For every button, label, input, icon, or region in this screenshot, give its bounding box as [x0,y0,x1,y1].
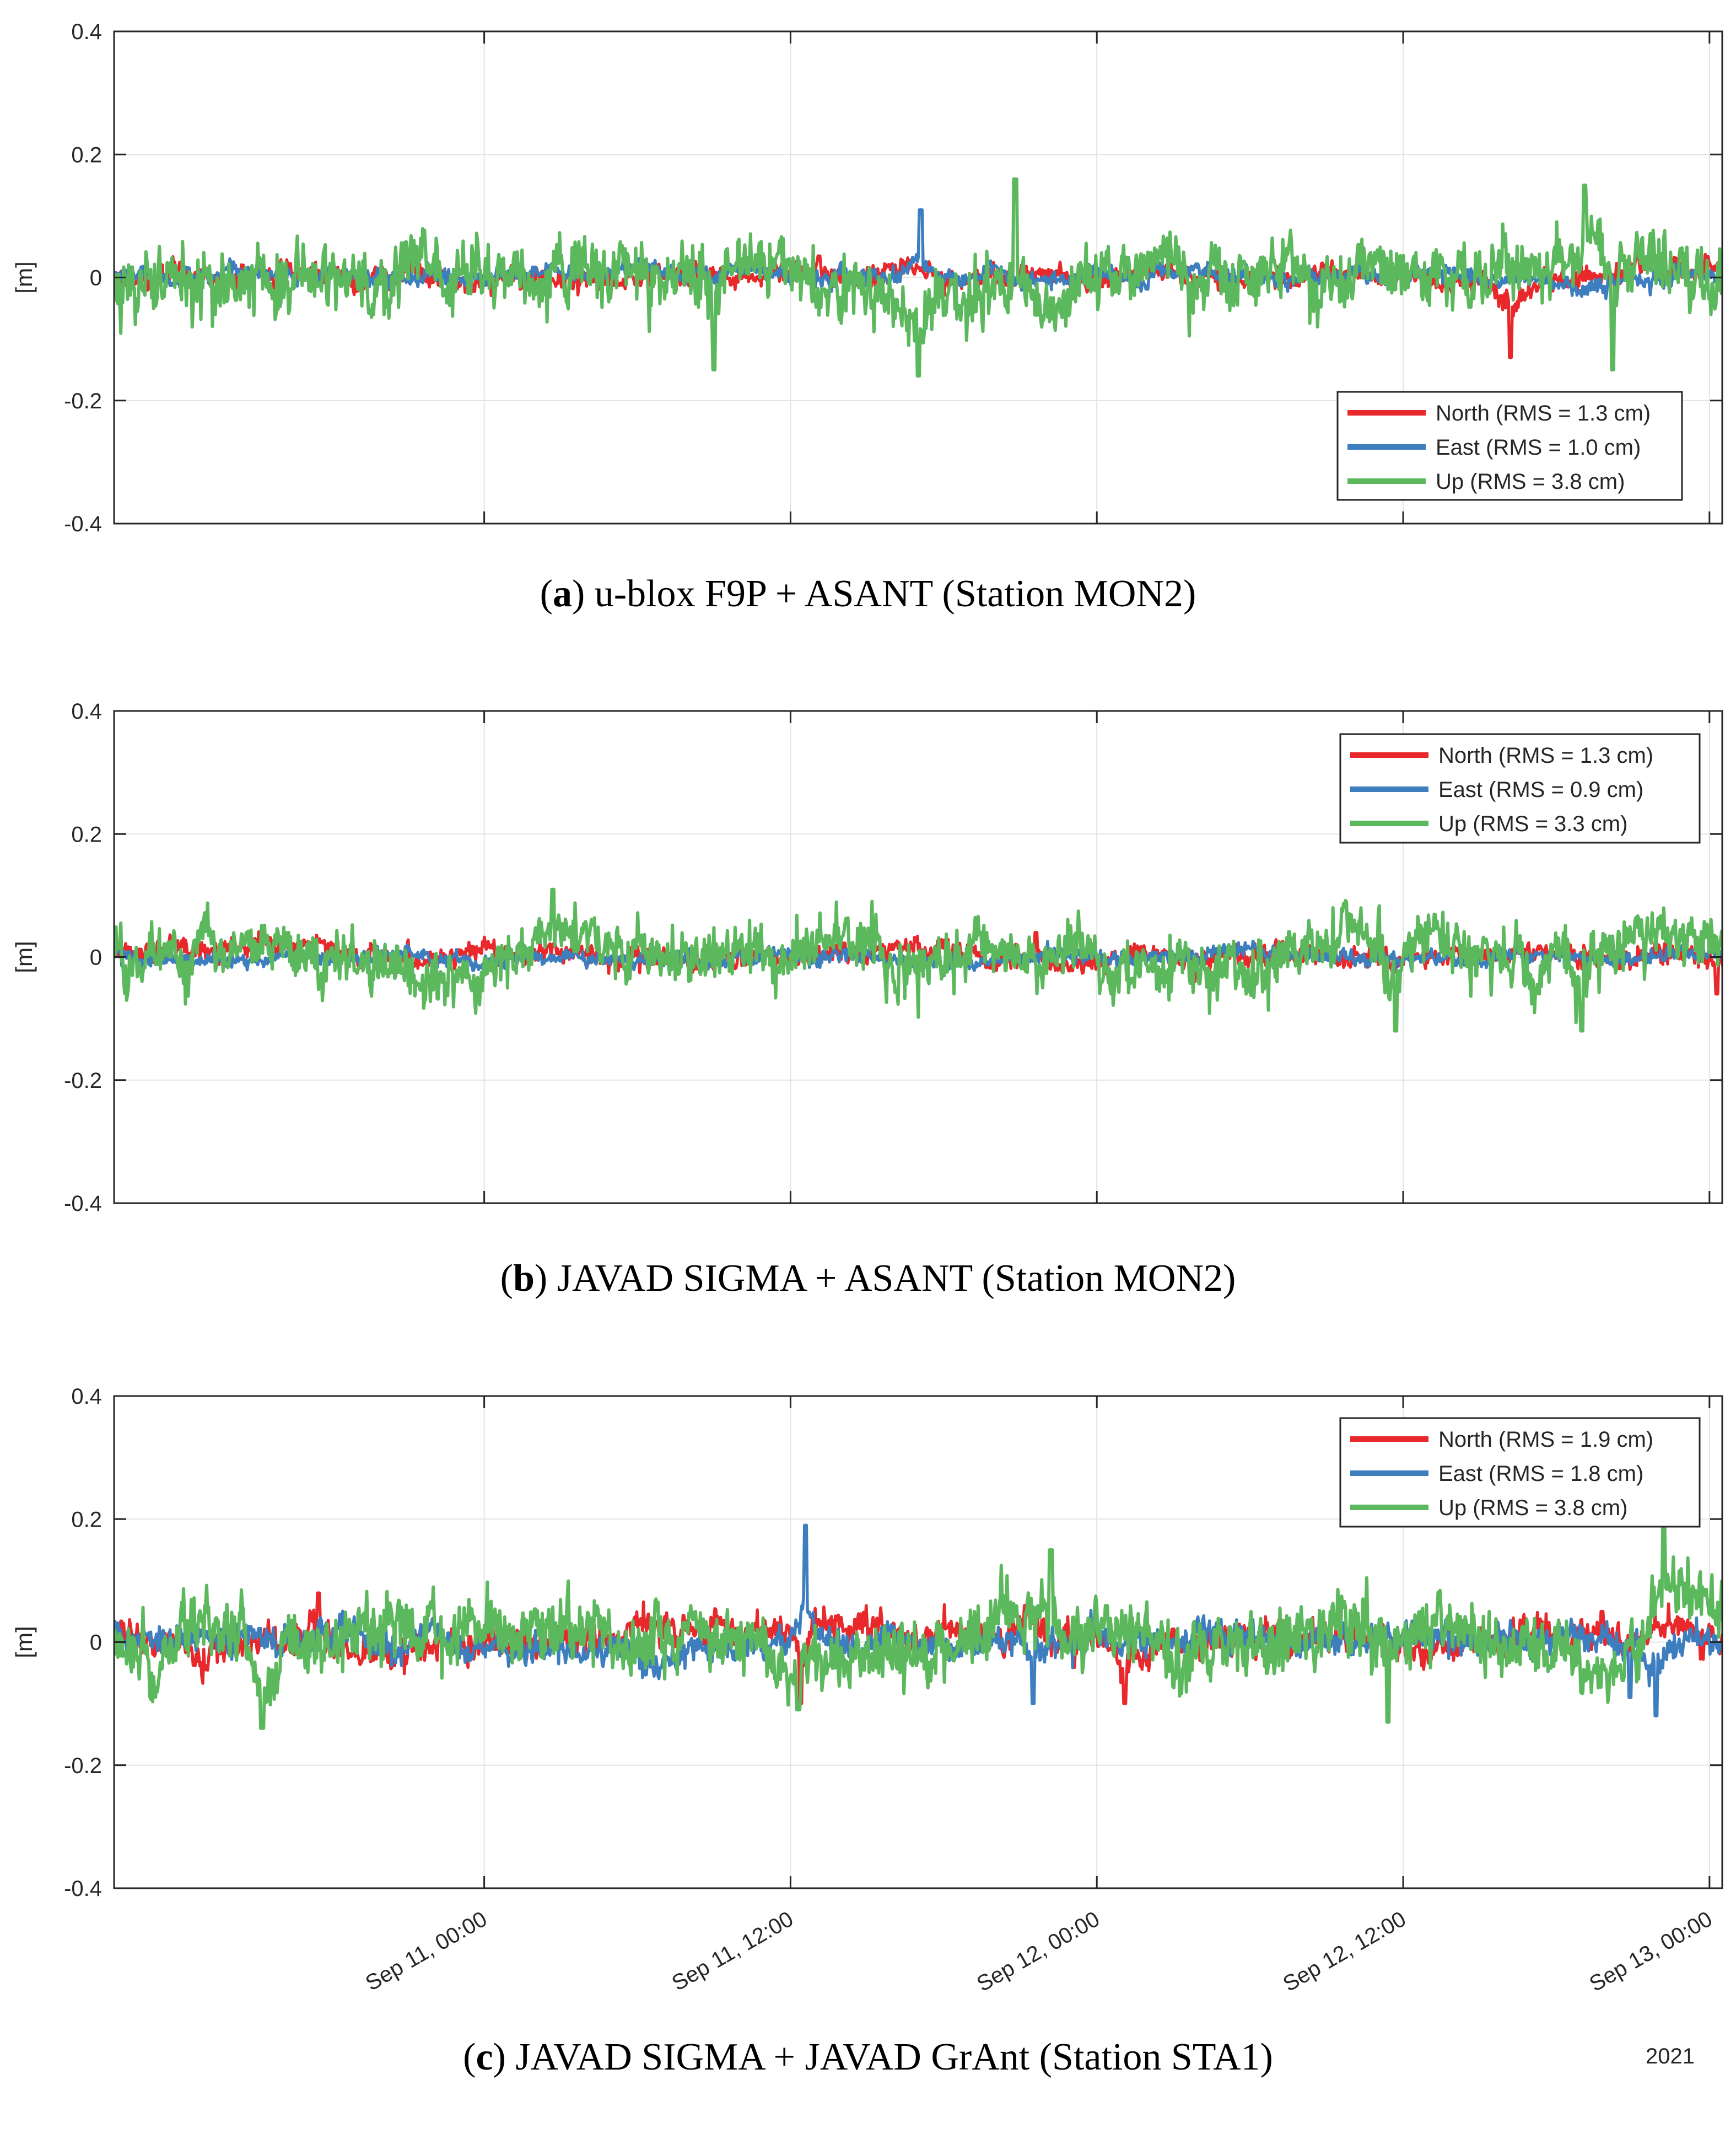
y-tick-label: 0.2 [71,143,102,167]
series-group [114,887,1722,1033]
panel-caption: (a) u-blox F9P + ASANT (Station MON2) [540,573,1196,615]
legend: North (RMS = 1.9 cm) East (RMS = 1.8 cm) U… [1339,1417,1701,1528]
y-tick-label: 0 [90,1631,102,1655]
y-axis-label: [m] [11,1626,37,1658]
y-tick-label: -0.4 [64,1877,102,1901]
panel-caption: (c) JAVAD SIGMA + JAVAD GrAnt (Station S… [463,2036,1273,2078]
year-label: 2021 [1646,2044,1695,2068]
y-tick-label: 0.4 [71,1384,102,1409]
legend-label-east: East (RMS = 1.8 cm) [1438,1462,1643,1486]
legend-label-north: North (RMS = 1.3 cm) [1438,743,1653,768]
y-tick-label: -0.2 [64,1754,102,1778]
legend-label-north: North (RMS = 1.9 cm) [1438,1427,1653,1452]
y-tick-label: 0.4 [71,20,102,44]
series-group [114,1523,1722,1730]
legend-label-up: Up (RMS = 3.8 cm) [1436,470,1625,494]
panel-a: 0.4 0.2 0 -0.2 -0.4 [m] North (RMS = 1.3 cm) Ea… [11,20,1723,615]
caption-letter: c [476,2036,493,2078]
y-tick-label: -0.2 [64,1069,102,1093]
legend-label-east: East (RMS = 1.0 cm) [1436,435,1641,460]
series-line-up [114,177,1722,378]
series-line-up [114,1523,1722,1730]
y-tick-label: -0.4 [64,1192,102,1216]
y-axis-label: [m] [11,941,37,973]
series-line-up [114,887,1722,1033]
legend: North (RMS = 1.3 cm) East (RMS = 1.0 cm) U… [1336,391,1683,501]
legend-label-up: Up (RMS = 3.8 cm) [1438,1496,1627,1520]
y-tick-label: 0.4 [71,699,102,724]
legend-label-north: North (RMS = 1.3 cm) [1436,401,1651,425]
panel-b: 0.4 0.2 0 -0.2 -0.4 [m] North (RMS = 1.3 cm) Ea… [11,699,1723,1300]
legend-label-up: Up (RMS = 3.3 cm) [1438,812,1627,836]
y-axis-label: [m] [11,261,37,293]
y-tick-label: 0 [90,266,102,290]
panel-caption: (b) JAVAD SIGMA + ASANT (Station MON2) [500,1257,1236,1300]
legend: North (RMS = 1.3 cm) East (RMS = 0.9 cm) U… [1339,733,1701,844]
caption-letter: a [553,573,572,615]
y-tick-label: 0.2 [71,1507,102,1532]
legend-label-east: East (RMS = 0.9 cm) [1438,778,1643,802]
y-tick-label: -0.4 [64,512,102,536]
series-group [114,177,1722,378]
y-tick-label: 0 [90,946,102,970]
y-tick-label: -0.2 [64,389,102,413]
y-tick-label: 0.2 [71,822,102,847]
caption-letter: b [513,1257,535,1300]
